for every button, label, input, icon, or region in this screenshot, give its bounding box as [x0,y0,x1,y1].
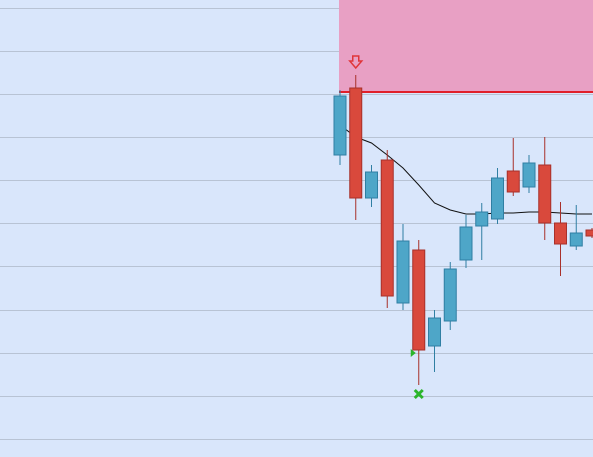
candle-body [459,226,473,261]
marker-triangle [410,349,416,357]
candle-body [554,222,567,245]
candle-body [333,95,347,156]
candle-body [380,159,394,297]
candle-body [428,317,441,347]
candle-body [365,171,378,199]
candle-body [522,162,536,188]
marker-cross [413,388,424,400]
candle-body [396,240,410,304]
candle-body [585,229,593,237]
candle-body [475,211,489,227]
candle-body [569,232,583,247]
candle-body [491,177,504,220]
zone [339,0,593,92]
candle-body [506,170,520,193]
candle-body [412,249,426,351]
candle-body [443,268,457,322]
candle-body [538,164,552,224]
marker-arrow [348,55,364,70]
candle-body [349,87,363,199]
